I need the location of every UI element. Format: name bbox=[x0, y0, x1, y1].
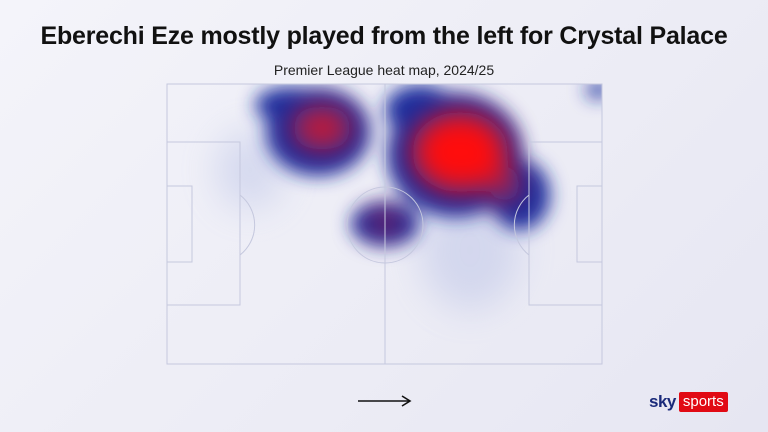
hotspot-corner bbox=[586, 84, 602, 98]
heat-layer bbox=[215, 84, 602, 310]
chart-title: Eberechi Eze mostly played from the left… bbox=[40, 22, 728, 50]
logo-sports: sports bbox=[678, 392, 728, 412]
sky-sports-logo: sky sports bbox=[649, 392, 728, 412]
attack-direction-arrow bbox=[358, 395, 412, 407]
pitch-markings bbox=[166, 83, 603, 365]
chart-subtitle: Premier League heat map, 2024/25 bbox=[273, 62, 495, 78]
logo-sky: sky bbox=[649, 392, 676, 411]
